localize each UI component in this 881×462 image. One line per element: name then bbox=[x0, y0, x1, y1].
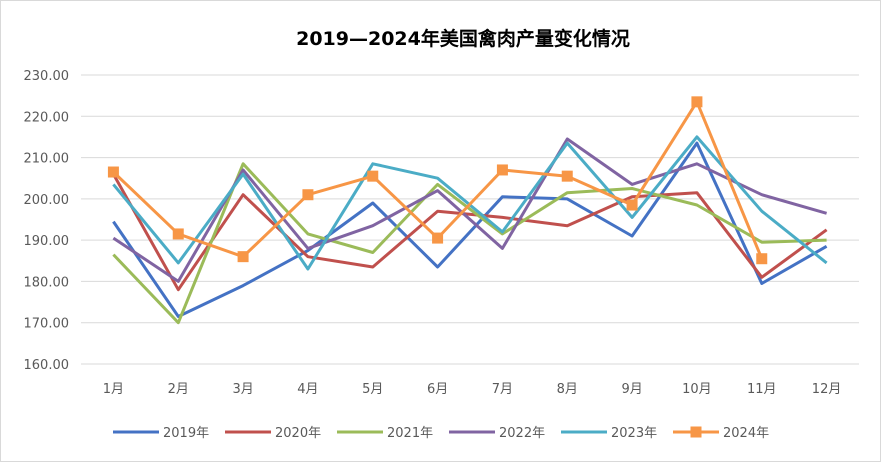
series-line bbox=[112, 162, 827, 325]
x-tick-label: 6月 bbox=[427, 382, 448, 397]
y-tick-label: 160.00 bbox=[24, 358, 70, 373]
series-line bbox=[112, 173, 828, 292]
legend-label: 2024年 bbox=[723, 426, 769, 441]
legend-label: 2019年 bbox=[163, 426, 209, 441]
y-tick-label: 210.00 bbox=[24, 152, 70, 167]
x-tick-label: 7月 bbox=[492, 382, 513, 397]
x-tick-label: 11月 bbox=[747, 382, 777, 397]
data-point bbox=[756, 253, 768, 265]
y-tick-label: 200.00 bbox=[24, 193, 70, 208]
y-tick-label: 190.00 bbox=[24, 234, 70, 249]
data-point bbox=[302, 189, 314, 201]
x-tick-label: 9月 bbox=[621, 382, 642, 397]
x-axis-ticks: 1月 2月 3月 4月 5月 6月 7月 8月 9月 10月 11月 12月 bbox=[103, 382, 842, 397]
series-2019年 bbox=[112, 141, 828, 318]
x-tick-label: 3月 bbox=[232, 382, 253, 397]
series-line bbox=[112, 141, 828, 318]
series-layer bbox=[107, 96, 828, 325]
y-tick-label: 230.00 bbox=[24, 69, 70, 84]
data-point bbox=[237, 251, 249, 263]
y-axis-ticks: 160.00 170.00 180.00 190.00 200.00 210.00 220.… bbox=[24, 69, 70, 373]
y-tick-label: 180.00 bbox=[24, 275, 70, 290]
legend-item: 2022年 bbox=[449, 426, 545, 441]
legend-label: 2021年 bbox=[387, 426, 433, 441]
legend-label: 2020年 bbox=[275, 426, 321, 441]
data-point bbox=[172, 228, 184, 240]
x-tick-label: 2月 bbox=[168, 382, 189, 397]
data-point bbox=[432, 232, 444, 244]
series-2020年 bbox=[112, 173, 828, 292]
series-2021年 bbox=[112, 162, 827, 325]
data-point bbox=[107, 166, 119, 178]
x-tick-label: 4月 bbox=[297, 382, 318, 397]
legend: 2019年 2020年 2021年 2022年 2023年 2024年 bbox=[113, 426, 769, 441]
data-point bbox=[691, 96, 703, 108]
x-tick-label: 10月 bbox=[682, 382, 712, 397]
y-tick-label: 170.00 bbox=[24, 317, 70, 332]
x-tick-label: 1月 bbox=[103, 382, 124, 397]
data-point bbox=[626, 199, 638, 211]
legend-item: 2021年 bbox=[337, 426, 433, 441]
legend-label: 2022年 bbox=[499, 426, 545, 441]
series-2024年 bbox=[107, 96, 768, 265]
data-point bbox=[561, 170, 573, 182]
x-tick-label: 8月 bbox=[557, 382, 578, 397]
legend-item: 2024年 bbox=[673, 426, 769, 441]
data-point bbox=[367, 170, 379, 182]
x-tick-label: 12月 bbox=[812, 382, 842, 397]
legend-item: 2020年 bbox=[225, 426, 321, 441]
x-tick-label: 5月 bbox=[362, 382, 383, 397]
legend-marker bbox=[690, 426, 702, 438]
legend-item: 2023年 bbox=[561, 426, 657, 441]
legend-label: 2023年 bbox=[611, 426, 657, 441]
data-point bbox=[496, 164, 508, 176]
chart-title: 2019—2024年美国禽肉产量变化情况 bbox=[296, 27, 630, 50]
legend-item: 2019年 bbox=[113, 426, 209, 441]
y-tick-label: 220.00 bbox=[24, 110, 70, 125]
